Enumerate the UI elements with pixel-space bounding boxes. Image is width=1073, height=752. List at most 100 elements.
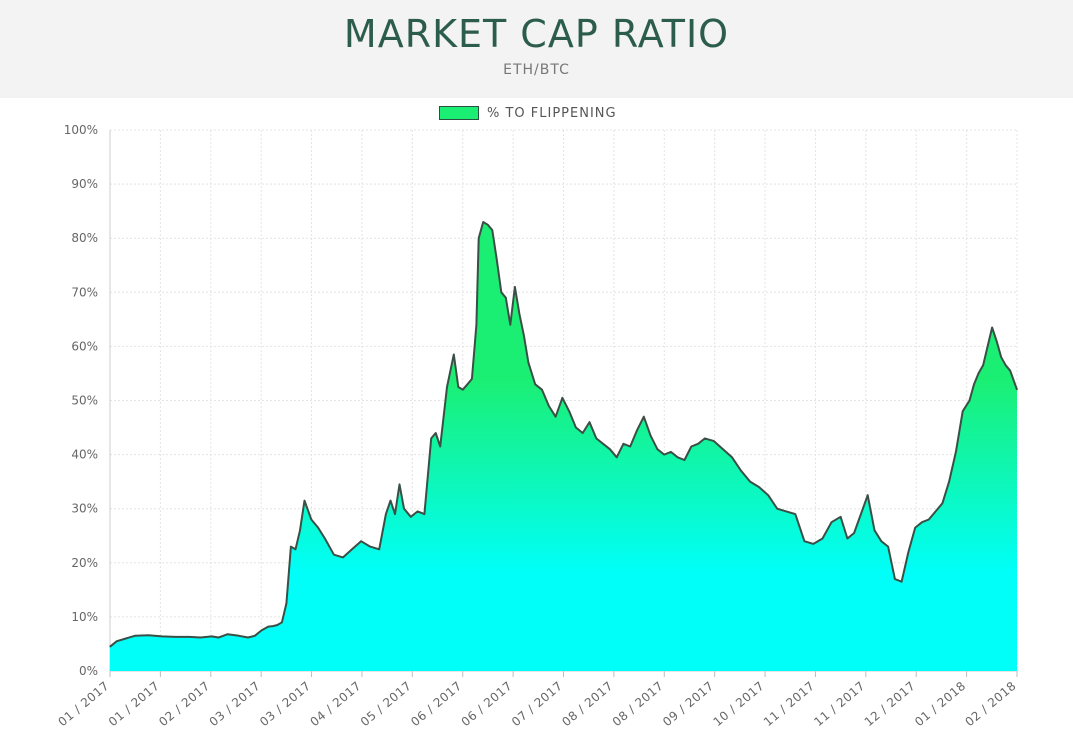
data-point <box>299 529 301 531</box>
data-point <box>285 602 288 604</box>
data-point <box>554 416 557 418</box>
series-layer <box>109 221 1018 671</box>
data-point <box>722 448 724 450</box>
data-point <box>962 410 964 412</box>
data-point <box>697 443 699 445</box>
data-point <box>670 451 672 453</box>
data-point <box>398 483 401 485</box>
data-point <box>821 537 824 540</box>
data-point <box>482 221 484 223</box>
data-point <box>272 625 274 627</box>
data-point <box>505 297 507 299</box>
y-tick-label: 20% <box>71 556 98 570</box>
data-point <box>588 421 591 423</box>
data-point <box>803 540 805 542</box>
x-tick-label: 10 / 2017 <box>711 679 767 730</box>
data-point <box>914 527 916 529</box>
data-point <box>731 456 733 458</box>
data-point <box>457 386 459 388</box>
data-point <box>830 521 833 523</box>
chart-legend[interactable]: % TO FLIPPENING <box>439 104 617 122</box>
y-tick-label: 40% <box>71 448 98 462</box>
x-tick-label: 02 / 2018 <box>962 679 1018 730</box>
data-point <box>217 636 220 639</box>
data-point <box>410 516 412 518</box>
data-point <box>776 508 778 510</box>
data-point <box>663 454 665 456</box>
data-point <box>188 636 190 638</box>
data-point <box>174 636 177 638</box>
data-point <box>853 532 855 534</box>
data-point <box>211 635 213 637</box>
data-point <box>500 291 502 293</box>
data-point <box>948 481 950 483</box>
data-point <box>199 636 202 639</box>
x-tick-label: 01 / 2017 <box>55 679 111 730</box>
data-point <box>713 440 715 442</box>
data-point <box>514 286 516 288</box>
x-tick-label: 08 / 2017 <box>559 679 615 730</box>
data-point <box>303 499 306 502</box>
chart-subtitle: ETH/BTC <box>503 62 570 78</box>
data-point <box>417 510 419 513</box>
y-tick-label: 70% <box>71 285 98 299</box>
data-point <box>260 629 263 632</box>
data-point <box>385 513 387 515</box>
y-tick-label: 100% <box>64 123 98 137</box>
data-point <box>430 437 432 439</box>
data-point <box>518 313 520 315</box>
data-point <box>487 224 489 226</box>
data-point <box>147 634 150 636</box>
y-tick-label: 10% <box>71 610 98 624</box>
data-point <box>527 362 530 364</box>
data-point <box>534 383 536 385</box>
x-tick-label: 06 / 2017 <box>408 679 464 730</box>
data-point <box>894 578 896 580</box>
data-point <box>1000 356 1002 358</box>
x-tick-label: 08 / 2017 <box>610 679 666 730</box>
chart-header: MARKET CAP RATIO ETH/BTC <box>0 0 1073 98</box>
data-point <box>839 516 842 518</box>
data-point <box>928 518 930 521</box>
data-point <box>403 508 405 510</box>
data-point <box>116 640 118 642</box>
data-point <box>317 527 319 529</box>
data-point <box>267 626 269 628</box>
data-point <box>238 635 240 637</box>
data-point <box>491 229 493 231</box>
data-point <box>968 399 971 402</box>
data-point <box>290 545 292 548</box>
data-point <box>161 635 163 637</box>
data-point <box>921 521 923 523</box>
data-point <box>887 545 889 548</box>
data-point <box>342 556 344 558</box>
data-point <box>636 429 638 431</box>
data-point <box>991 326 993 329</box>
x-tick-label: 02 / 2017 <box>156 679 212 730</box>
x-tick-label: 06 / 2017 <box>459 679 515 730</box>
data-point <box>982 364 984 366</box>
data-point <box>394 513 396 515</box>
x-tick-label: 12 / 2017 <box>862 679 918 730</box>
data-point <box>478 237 480 239</box>
data-point <box>941 502 943 504</box>
data-point <box>690 445 692 448</box>
data-point <box>575 426 577 429</box>
data-point <box>1009 370 1011 372</box>
data-point <box>973 383 975 385</box>
data-point <box>595 437 597 439</box>
data-point <box>794 513 796 515</box>
y-tick-label: 60% <box>71 339 98 353</box>
data-point <box>423 513 425 515</box>
data-point <box>509 324 511 326</box>
data-point <box>1016 389 1018 391</box>
data-point <box>934 510 937 513</box>
data-point <box>475 324 478 326</box>
data-point <box>333 554 335 556</box>
data-point <box>758 486 760 488</box>
data-point <box>629 445 631 448</box>
data-point <box>435 432 437 434</box>
x-tick-label: 09 / 2017 <box>660 679 716 730</box>
